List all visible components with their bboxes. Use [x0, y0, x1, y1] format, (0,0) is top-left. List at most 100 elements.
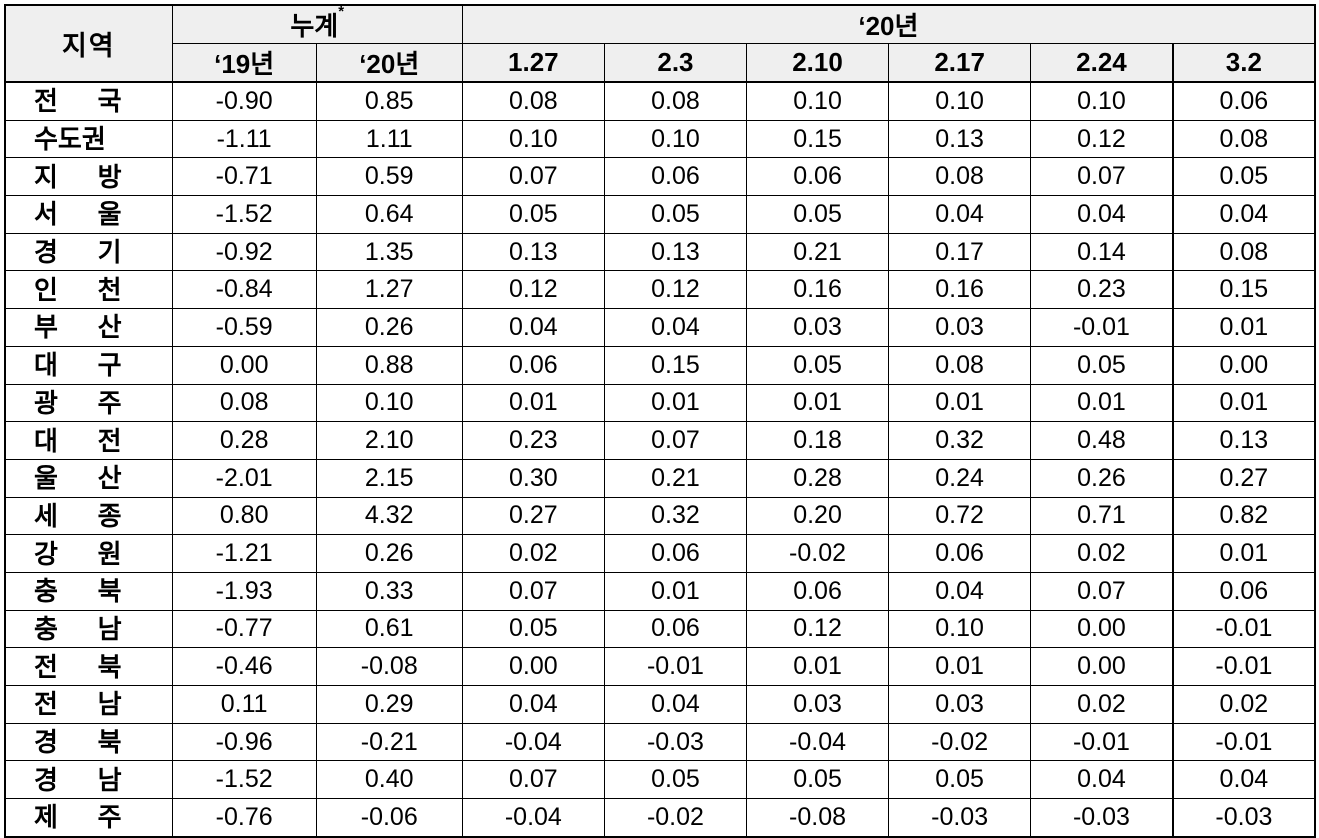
value-cell: 1.11 [315, 119, 463, 159]
region-cell: 강 원 [4, 534, 173, 573]
value-cell: -0.92 [171, 232, 317, 272]
value-cell: -0.04 [461, 722, 605, 762]
col-header-2019: ‘19년 [171, 43, 317, 83]
region-cell: 인 천 [4, 270, 173, 310]
value-cell: 0.04 [603, 308, 747, 347]
col-header-2020: ‘20년 [315, 43, 463, 83]
value-cell: -0.02 [888, 722, 1032, 762]
value-cell: 0.15 [1171, 270, 1317, 310]
value-cell: 0.04 [603, 685, 747, 724]
value-cell: 0.07 [1030, 157, 1174, 197]
value-cell: 0.04 [461, 685, 605, 724]
value-cell: 0.21 [745, 232, 890, 272]
value-cell: 0.06 [603, 534, 747, 573]
value-cell: 0.29 [315, 685, 463, 724]
table-row: 지 방 -0.71 0.59 0.07 0.06 0.06 0.08 0.07 0.05 [4, 157, 1317, 197]
value-cell: -0.04 [461, 798, 605, 838]
value-cell: 0.07 [461, 760, 605, 800]
value-cell: -0.01 [1171, 647, 1317, 686]
value-cell: -2.01 [171, 458, 317, 498]
value-cell: -0.21 [315, 722, 463, 762]
value-cell: 0.64 [315, 195, 463, 234]
region-cell: 서 울 [4, 195, 173, 234]
value-cell: 0.04 [461, 308, 605, 347]
value-cell: 0.80 [171, 496, 317, 536]
value-cell: -0.76 [171, 798, 317, 838]
value-cell: -1.21 [171, 534, 317, 573]
value-cell: 0.05 [745, 760, 890, 800]
table-row: 세 종 0.80 4.32 0.27 0.32 0.20 0.72 0.71 0.82 [4, 496, 1317, 536]
table-row: 경 기 -0.92 1.35 0.13 0.13 0.21 0.17 0.14 0.08 [4, 232, 1317, 272]
value-cell: 0.00 [1030, 647, 1174, 686]
value-cell: 0.08 [888, 157, 1032, 197]
value-cell: -0.01 [1030, 722, 1174, 762]
table-row: 강 원 -1.21 0.26 0.02 0.06 -0.02 0.06 0.02 0.01 [4, 534, 1317, 573]
value-cell: 0.03 [888, 685, 1032, 724]
value-cell: 0.04 [1171, 760, 1317, 800]
value-cell: 0.72 [888, 496, 1032, 536]
value-cell: 0.02 [461, 534, 605, 573]
value-cell: 0.01 [888, 647, 1032, 686]
value-cell: -0.02 [745, 534, 890, 573]
value-cell: -0.01 [1171, 722, 1317, 762]
value-cell: 0.01 [745, 383, 890, 423]
cumulative-footnote-mark: * [338, 3, 345, 20]
value-cell: 0.16 [745, 270, 890, 310]
value-cell: -0.71 [171, 157, 317, 197]
value-cell: 0.48 [1030, 421, 1174, 460]
region-cell: 대 구 [4, 345, 173, 385]
region-cell: 경 북 [4, 722, 173, 762]
value-cell: 0.16 [888, 270, 1032, 310]
col-header-2-24: 2.24 [1030, 43, 1174, 83]
value-cell: -0.01 [1030, 308, 1174, 347]
value-cell: 0.08 [1171, 232, 1317, 272]
value-cell: 0.08 [461, 81, 605, 121]
value-cell: 0.06 [603, 609, 747, 649]
value-cell: 0.01 [1171, 383, 1317, 423]
value-cell: 0.11 [171, 685, 317, 724]
value-cell: 0.82 [1171, 496, 1317, 536]
value-cell: 0.01 [1030, 383, 1174, 423]
value-cell: 0.28 [171, 421, 317, 460]
value-cell: 0.32 [603, 496, 747, 536]
table-row: 인 천 -0.84 1.27 0.12 0.12 0.16 0.16 0.23 0.15 [4, 270, 1317, 310]
region-cell: 부 산 [4, 308, 173, 347]
table-row: 서 울 -1.52 0.64 0.05 0.05 0.05 0.04 0.04 0.04 [4, 195, 1317, 234]
value-cell: 0.12 [461, 270, 605, 310]
value-cell: -0.06 [315, 798, 463, 838]
value-cell: 0.01 [745, 647, 890, 686]
value-cell: 0.02 [1030, 685, 1174, 724]
value-cell: 0.10 [745, 81, 890, 121]
col-header-2-3: 2.3 [603, 43, 747, 83]
value-cell: 0.59 [315, 157, 463, 197]
value-cell: 2.10 [315, 421, 463, 460]
value-cell: -0.04 [745, 722, 890, 762]
value-cell: 0.02 [1171, 685, 1317, 724]
value-cell: 0.10 [888, 81, 1032, 121]
value-cell: 0.88 [315, 345, 463, 385]
table-row: 전 남 0.11 0.29 0.04 0.04 0.03 0.03 0.02 0.02 [4, 685, 1317, 724]
value-cell: 0.23 [461, 421, 605, 460]
table-row: 전 북 -0.46 -0.08 0.00 -0.01 0.01 0.01 0.00 -0.01 [4, 647, 1317, 686]
value-cell: -0.59 [171, 308, 317, 347]
value-cell: 0.13 [603, 232, 747, 272]
value-cell: 0.13 [1171, 421, 1317, 460]
value-cell: 0.00 [1171, 345, 1317, 385]
col-header-2-17: 2.17 [888, 43, 1032, 83]
value-cell: -1.93 [171, 571, 317, 611]
value-cell: 0.26 [315, 534, 463, 573]
value-cell: -1.52 [171, 760, 317, 800]
col-header-1-27: 1.27 [461, 43, 605, 83]
value-cell: -1.52 [171, 195, 317, 234]
value-cell: 0.40 [315, 760, 463, 800]
value-cell: 0.06 [745, 571, 890, 611]
region-cell: 전 북 [4, 647, 173, 686]
value-cell: 0.10 [1030, 81, 1174, 121]
value-cell: -0.03 [603, 722, 747, 762]
value-cell: 0.02 [1030, 534, 1174, 573]
value-cell: 0.30 [461, 458, 605, 498]
value-cell: 0.03 [745, 308, 890, 347]
value-cell: 0.01 [603, 383, 747, 423]
value-cell: 0.07 [603, 421, 747, 460]
